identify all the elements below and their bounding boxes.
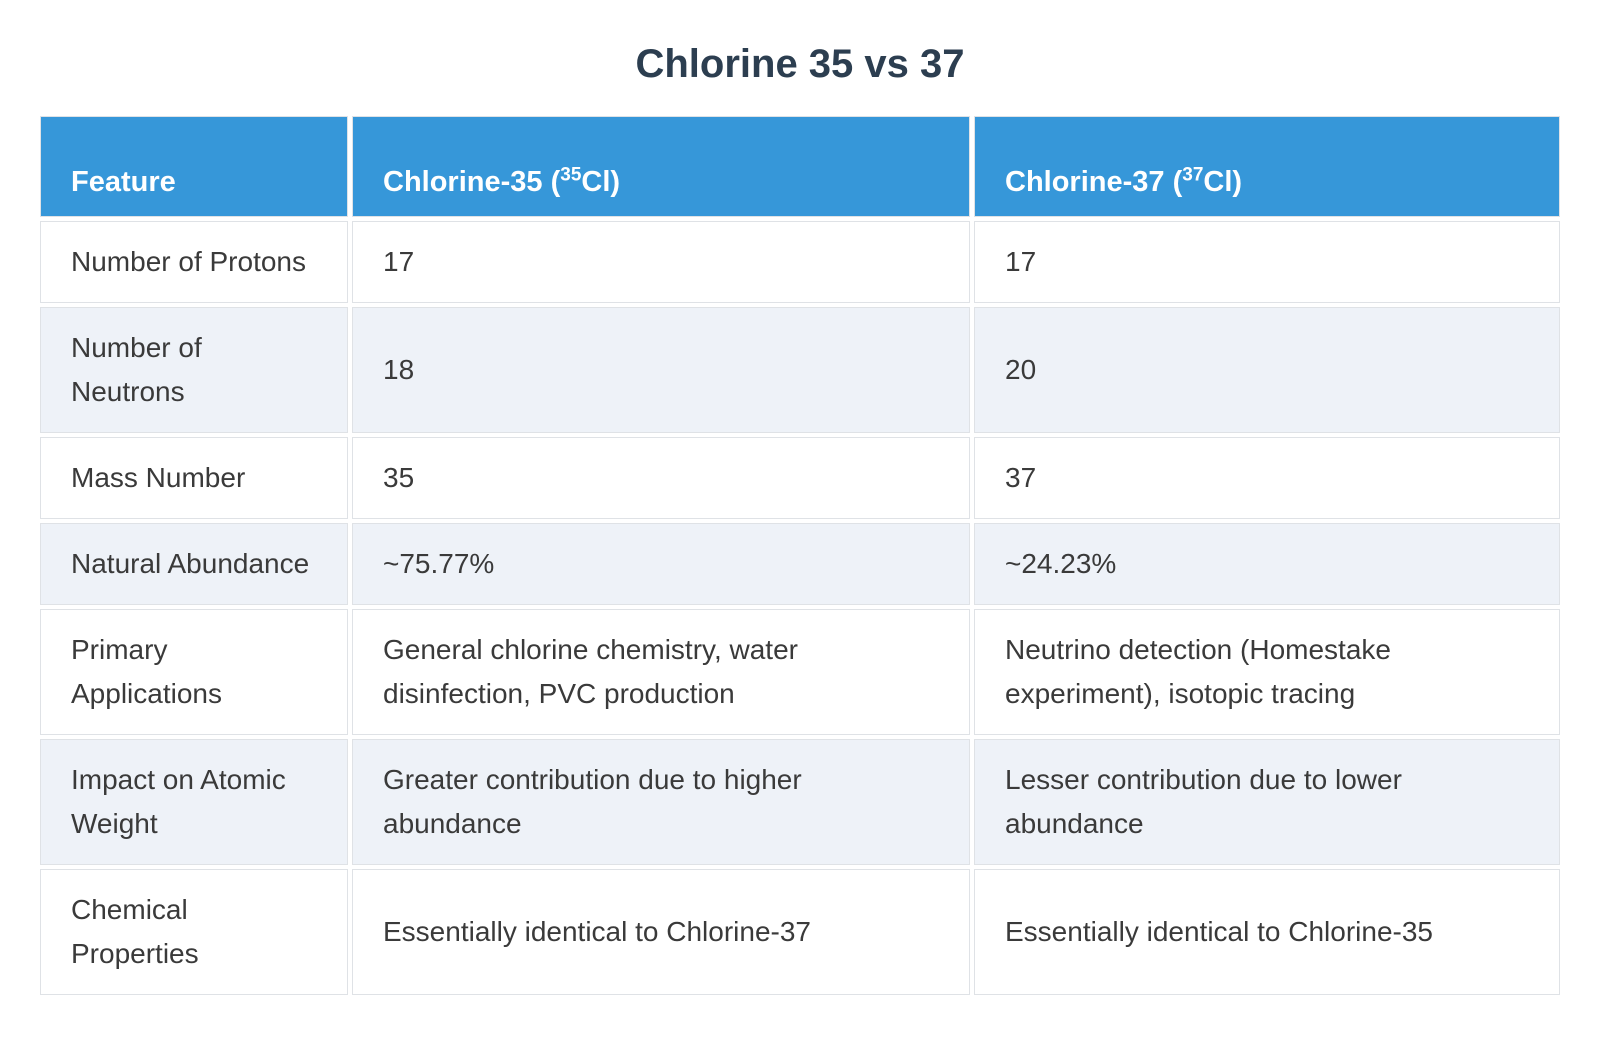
- header-chlorine-35-prefix: Chlorine-35 (: [383, 166, 561, 198]
- cl35-cell: 17: [352, 221, 970, 303]
- feature-cell: Primary Applications: [40, 609, 348, 735]
- table-row-impact-atomic-weight: Impact on Atomic Weight Greater contribu…: [40, 739, 1560, 865]
- table-header: Feature Chlorine-35 (35Cl) Chlorine-37 (…: [40, 116, 1560, 217]
- cl37-cell: 20: [974, 307, 1560, 433]
- cl37-cell: 37: [974, 437, 1560, 519]
- feature-cell: Natural Abundance: [40, 523, 348, 605]
- cl37-cell: Neutrino detection (Homestake experiment…: [974, 609, 1560, 735]
- header-cell-chlorine-35: Chlorine-35 (35Cl): [352, 116, 970, 217]
- cl35-cell: General chlorine chemistry, water disinf…: [352, 609, 970, 735]
- cl37-cell: ~24.23%: [974, 523, 1560, 605]
- feature-cell: Chemical Properties: [40, 869, 348, 995]
- cl35-cell: 35: [352, 437, 970, 519]
- cl35-cell: 18: [352, 307, 970, 433]
- table-row-mass-number: Mass Number 35 37: [40, 437, 1560, 519]
- page: Chlorine 35 vs 37 Feature Chlorine-35 (3…: [36, 42, 1564, 999]
- cl35-cell: ~75.77%: [352, 523, 970, 605]
- table-row-chemical-properties: Chemical Properties Essentially identica…: [40, 869, 1560, 995]
- header-cell-feature: Feature: [40, 116, 348, 217]
- table-row-neutrons: Number of Neutrons 18 20: [40, 307, 1560, 433]
- header-chlorine-37-prefix: Chlorine-37 (: [1005, 166, 1183, 198]
- cl37-cell: Essentially identical to Chlorine-35: [974, 869, 1560, 995]
- table-row-natural-abundance: Natural Abundance ~75.77% ~24.23%: [40, 523, 1560, 605]
- page-title: Chlorine 35 vs 37: [635, 42, 965, 86]
- table-row-primary-applications: Primary Applications General chlorine ch…: [40, 609, 1560, 735]
- header-chlorine-35-superscript: 35: [560, 164, 582, 186]
- header-cell-chlorine-37: Chlorine-37 (37Cl): [974, 116, 1560, 217]
- table-body: Number of Protons 17 17 Number of Neutro…: [40, 221, 1560, 995]
- header-chlorine-37-superscript: 37: [1182, 164, 1204, 186]
- feature-cell: Mass Number: [40, 437, 348, 519]
- cl35-cell: Greater contribution due to higher abund…: [352, 739, 970, 865]
- cl37-cell: 17: [974, 221, 1560, 303]
- header-chlorine-37-suffix: Cl): [1203, 166, 1243, 198]
- feature-cell: Number of Protons: [40, 221, 348, 303]
- cl37-cell: Lesser contribution due to lower abundan…: [974, 739, 1560, 865]
- header-row: Feature Chlorine-35 (35Cl) Chlorine-37 (…: [40, 116, 1560, 217]
- table-row-protons: Number of Protons 17 17: [40, 221, 1560, 303]
- feature-cell: Number of Neutrons: [40, 307, 348, 433]
- comparison-table: Feature Chlorine-35 (35Cl) Chlorine-37 (…: [36, 112, 1564, 999]
- feature-cell: Impact on Atomic Weight: [40, 739, 348, 865]
- header-chlorine-35-suffix: Cl): [581, 166, 621, 198]
- cl35-cell: Essentially identical to Chlorine-37: [352, 869, 970, 995]
